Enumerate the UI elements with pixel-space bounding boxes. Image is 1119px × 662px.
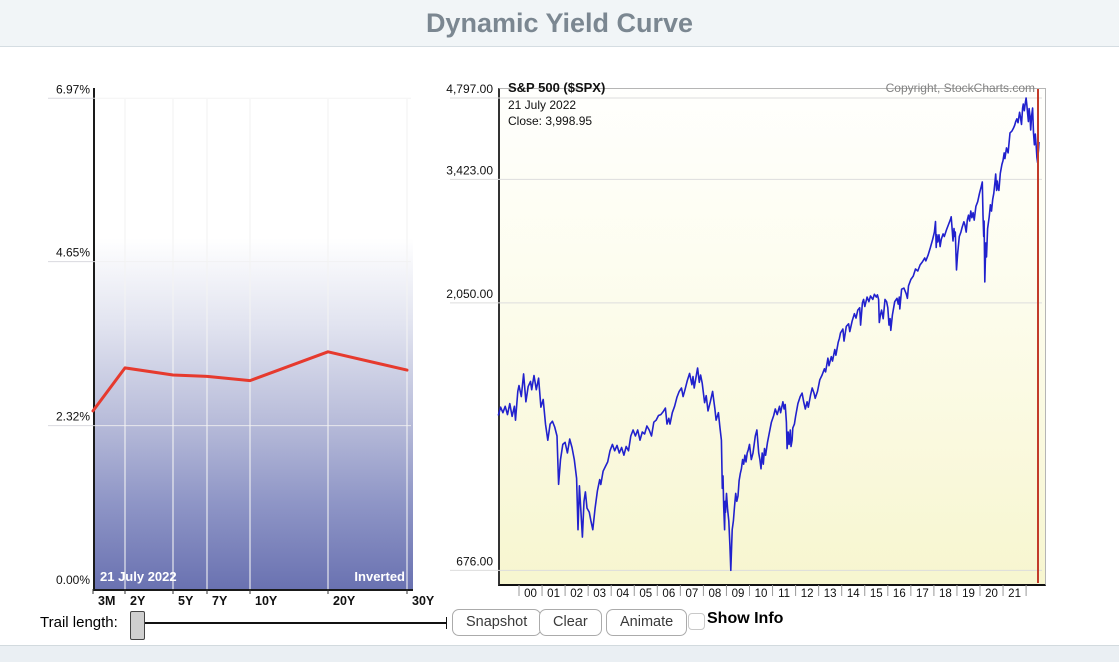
spx-legend: S&P 500 ($SPX) 21 July 2022 Close: 3,998…: [508, 80, 605, 128]
yield-curve-date-label: 21 July 2022: [100, 569, 177, 584]
spx-date: 21 July 2022: [508, 98, 577, 112]
spx-x-axis-label: 04: [616, 588, 629, 600]
yc-x-axis-label: 30Y: [412, 594, 435, 608]
animate-button[interactable]: Animate: [606, 609, 688, 636]
yc-x-axis-label: 20Y: [333, 594, 356, 608]
spx-x-axis-label: 07: [685, 588, 698, 600]
spx-x-axis-label: 13: [824, 588, 837, 600]
yc-y-axis-label: 6.97%: [56, 82, 90, 96]
inverted-status-badge: Inverted: [354, 569, 405, 584]
trail-length-slider-track[interactable]: [137, 622, 447, 624]
show-info-label[interactable]: Show Info: [707, 610, 784, 627]
spx-y-axis-label: 4,797.00: [446, 82, 493, 96]
yc-x-axis-label: 2Y: [130, 594, 146, 608]
spx-y-axis-label: 3,423.00: [446, 163, 493, 177]
spx-x-axis-label: 18: [939, 588, 952, 600]
spx-x-axis-label: 08: [709, 588, 722, 600]
spx-x-axis-label: 17: [916, 588, 929, 600]
spx-title: S&P 500 ($SPX): [508, 80, 606, 95]
header-bar: Dynamic Yield Curve: [0, 0, 1119, 47]
yc-x-axis-label: 5Y: [178, 594, 194, 608]
spx-x-axis-label: 19: [962, 588, 975, 600]
spx-x-axis-label: 02: [570, 588, 583, 600]
snapshot-button[interactable]: Snapshot: [452, 609, 542, 636]
yc-x-axis-label: 10Y: [255, 594, 278, 608]
spx-chart-plot[interactable]: [498, 88, 1046, 586]
spx-x-axis-label: 01: [547, 588, 560, 600]
spx-x-axis-label: 15: [870, 588, 883, 600]
spx-x-axis-label: 11: [778, 588, 790, 600]
spx-x-axis-label: 03: [593, 588, 606, 600]
yield-curve-plot: [93, 88, 413, 591]
spx-x-axis-label: 16: [893, 588, 906, 600]
spx-y-axis-label: 2,050.00: [446, 287, 493, 301]
spx-x-axis-label: 00: [524, 588, 537, 600]
spx-x-axis-label: 14: [847, 588, 860, 600]
trail-length-label: Trail length:: [40, 614, 118, 631]
yc-y-axis-label: 0.00%: [56, 573, 90, 587]
spx-x-axis-label: 05: [639, 588, 652, 600]
trail-length-slider-handle[interactable]: [130, 611, 145, 640]
spx-x-axis-label: 06: [662, 588, 675, 600]
yc-x-axis-label: 3M: [98, 594, 115, 608]
slider-end-tick: [446, 617, 447, 629]
spx-x-axis-label: 09: [732, 588, 745, 600]
show-info-checkbox[interactable]: [688, 613, 705, 630]
spx-x-axis-label: 10: [755, 588, 768, 600]
spx-close: Close: 3,998.95: [508, 114, 593, 128]
page-title: Dynamic Yield Curve: [425, 8, 694, 38]
clear-button[interactable]: Clear: [539, 609, 602, 636]
footer-strip: [0, 645, 1119, 662]
spx-x-axis-label: 21: [1008, 588, 1021, 600]
yc-x-axis-label: 7Y: [212, 594, 228, 608]
spx-y-axis-label: 676.00: [456, 554, 493, 568]
spx-x-axis-label: 20: [985, 588, 998, 600]
spx-x-axis-label: 12: [801, 588, 814, 600]
copyright-text: Copyright, StockCharts.com: [885, 81, 1035, 95]
yc-y-axis-label: 2.32%: [56, 410, 90, 424]
yc-y-axis-label: 4.65%: [56, 246, 90, 260]
